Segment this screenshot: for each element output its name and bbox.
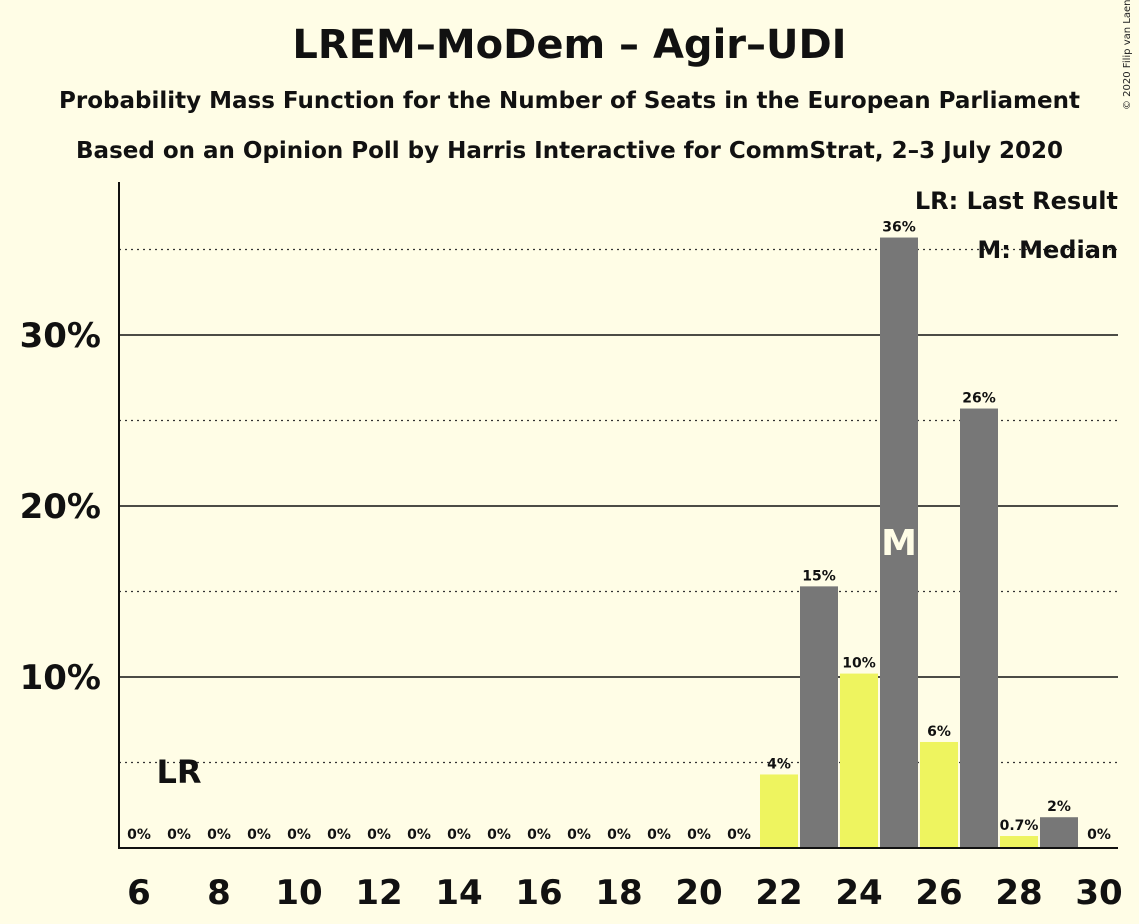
x-tick-label: 22 xyxy=(755,873,802,913)
data-labels: 0% 0% 0% 0% 0% 0% 0% 0% 0% 0% 0% 0% 0% 0% 0% 0% 4% 15% 10%… xyxy=(127,220,1111,843)
data-label-seat-23: 15% xyxy=(802,568,836,584)
y-tick-label: 10% xyxy=(20,658,101,698)
y-tick-label: 20% xyxy=(20,487,101,527)
data-label-seat-16: 0% xyxy=(527,827,551,843)
gridlines xyxy=(119,248,1118,764)
bars xyxy=(760,237,1078,848)
x-tick-label: 8 xyxy=(207,873,231,913)
x-tick-label: 14 xyxy=(435,873,482,913)
data-label-seat-18: 0% xyxy=(607,827,631,843)
x-tick-label: 10 xyxy=(275,873,322,913)
data-label-seat-15: 0% xyxy=(487,827,511,843)
bar-seat-26 xyxy=(920,741,958,848)
data-label-seat-6: 0% xyxy=(127,827,151,843)
x-tick-label: 16 xyxy=(515,873,562,913)
data-label-seat-7: 0% xyxy=(167,827,191,843)
chart-subtitle-2: Based on an Opinion Poll by Harris Inter… xyxy=(76,138,1063,164)
data-label-seat-9: 0% xyxy=(247,827,271,843)
bar-seat-29 xyxy=(1040,817,1078,848)
data-label-seat-13: 0% xyxy=(407,827,431,843)
bar-seat-22 xyxy=(760,774,798,848)
data-label-seat-28: 0.7% xyxy=(1000,818,1039,834)
data-label-seat-27: 26% xyxy=(962,391,996,407)
median-marker: M xyxy=(881,523,917,564)
legend-last-result: LR: Last Result xyxy=(915,187,1118,215)
data-label-seat-11: 0% xyxy=(327,827,351,843)
bar-seat-28 xyxy=(1000,836,1038,848)
data-label-seat-8: 0% xyxy=(207,827,231,843)
x-tick-label: 30 xyxy=(1075,873,1122,913)
chart-subtitle-1: Probability Mass Function for the Number… xyxy=(59,88,1080,114)
y-tick-label: 30% xyxy=(20,316,101,356)
data-label-seat-14: 0% xyxy=(447,827,471,843)
data-label-seat-29: 2% xyxy=(1047,799,1071,815)
bar-seat-24 xyxy=(840,673,878,848)
data-label-seat-22: 4% xyxy=(767,756,791,772)
bar-seat-23 xyxy=(800,586,838,848)
data-label-seat-20: 0% xyxy=(687,827,711,843)
data-label-seat-25: 36% xyxy=(882,220,916,236)
x-tick-label: 6 xyxy=(127,873,151,913)
x-tick-label: 24 xyxy=(835,873,882,913)
data-label-seat-30: 0% xyxy=(1087,827,1111,843)
bar-seat-25 xyxy=(880,237,918,848)
x-tick-label: 12 xyxy=(355,873,402,913)
x-tick-label: 28 xyxy=(995,873,1042,913)
data-label-seat-12: 0% xyxy=(367,827,391,843)
x-tick-label: 26 xyxy=(915,873,962,913)
bar-seat-27 xyxy=(960,408,998,848)
data-label-seat-19: 0% xyxy=(647,827,671,843)
axes: 10% 20% 30% 6 8 10 12 14 16 18 20 22 24 26 28 30 xyxy=(20,182,1123,913)
data-label-seat-24: 10% xyxy=(842,656,876,672)
chart-title: LREM–MoDem – Agir–UDI xyxy=(292,22,847,68)
data-label-seat-17: 0% xyxy=(567,827,591,843)
x-tick-label: 18 xyxy=(595,873,642,913)
data-label-seat-26: 6% xyxy=(927,724,951,740)
x-tick-label: 20 xyxy=(675,873,722,913)
data-label-seat-21: 0% xyxy=(727,827,751,843)
last-result-marker: LR xyxy=(156,753,201,791)
legend-median: M: Median xyxy=(977,236,1118,264)
data-label-seat-10: 0% xyxy=(287,827,311,843)
